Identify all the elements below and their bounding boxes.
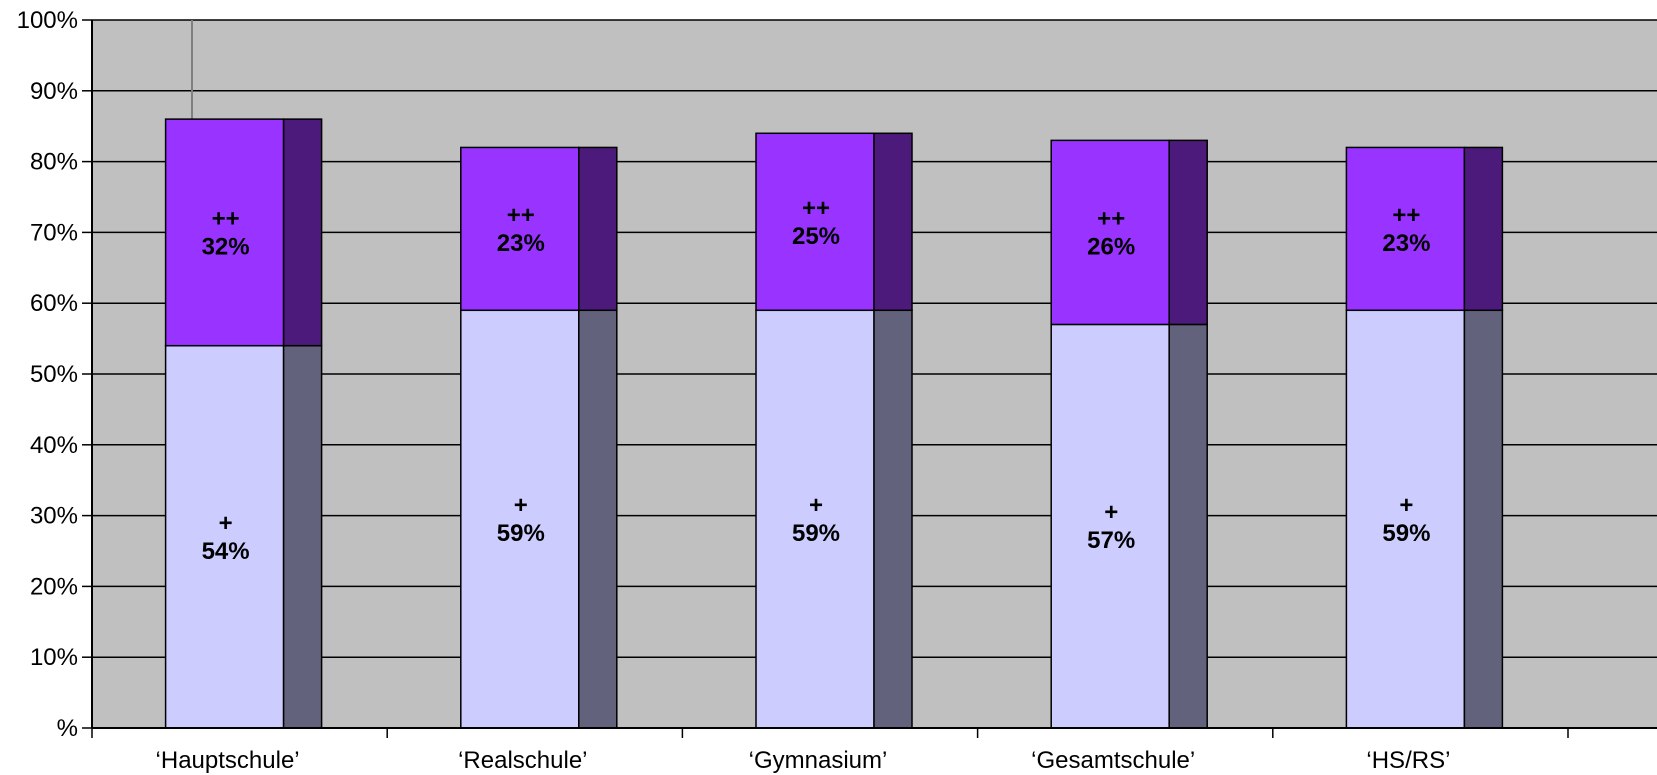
bar-segment-side: [578, 146, 618, 312]
y-tick-label: 20%: [30, 573, 78, 600]
y-tick-label: 70%: [30, 219, 78, 246]
y-axis-ticks: % 10% 20% 30% 40% 50% 60% 70% 80% 90% 100%: [17, 7, 92, 742]
bar-segment: [1050, 139, 1170, 326]
data-label: 32%: [202, 233, 250, 260]
segment-key-label: +: [1399, 492, 1413, 519]
bar-segment: [755, 309, 875, 729]
bar-segment: [1050, 323, 1170, 729]
y-tick-label: 50%: [30, 361, 78, 388]
bar-segment-side: [578, 309, 618, 729]
bar-segment: [164, 118, 285, 347]
bar-segment-side: [873, 309, 913, 729]
y-tick-label: 60%: [30, 290, 78, 317]
segment-key-label: ++: [1392, 202, 1420, 229]
bar-segment-side: [873, 132, 913, 312]
y-tick-label: 80%: [30, 149, 78, 176]
bar-segment-side: [282, 118, 323, 347]
bar-segment-side: [1463, 146, 1504, 312]
data-label: 23%: [497, 230, 545, 257]
y-tick-label: 90%: [30, 78, 78, 105]
x-tick-label: ‘Gesamtschule’: [1031, 747, 1195, 774]
segment-key-label: ++: [507, 202, 535, 229]
bar-stack: +59% ++23%: [460, 146, 618, 729]
bar-segment: [460, 146, 580, 312]
segment-key-label: +: [809, 492, 823, 519]
y-tick-label: 40%: [30, 432, 78, 459]
segment-key-label: +: [514, 492, 528, 519]
bar-stack: +54% ++32%: [164, 118, 323, 729]
y-tick-label: 10%: [30, 644, 78, 671]
segment-key-label: +: [1104, 499, 1118, 526]
bar-segment: [755, 132, 875, 312]
bar-segment: [1345, 146, 1466, 312]
bar-segment-side: [1463, 309, 1504, 729]
bar-segment: [1345, 309, 1466, 729]
bar-segment-side: [282, 344, 323, 729]
bar-segment-side: [1168, 323, 1208, 729]
data-label: 26%: [1087, 233, 1135, 260]
x-tick-label: ‘HS/RS’: [1366, 747, 1450, 774]
data-label: 59%: [1382, 520, 1430, 547]
bar-stack: +57% ++26%: [1050, 139, 1208, 729]
segment-key-label: ++: [802, 195, 830, 222]
y-tick-label: 30%: [30, 503, 78, 530]
x-axis-categories: ‘Hauptschule’ ‘Realschule’ ‘Gymnasium’ ‘Ges…: [156, 747, 1451, 774]
bar-segment: [460, 309, 580, 729]
x-tick-label: ‘Gymnasium’: [749, 747, 888, 774]
x-tick-label: ‘Hauptschule’: [156, 747, 300, 774]
segment-key-label: ++: [1097, 205, 1125, 232]
x-tick-label: ‘Realschule’: [458, 747, 587, 774]
data-label: 25%: [792, 223, 840, 250]
segment-key-label: ++: [212, 205, 240, 232]
segment-key-label: +: [219, 510, 233, 537]
bar-segment-side: [1168, 139, 1208, 326]
y-tick-label: %: [57, 715, 78, 742]
bar-stack: +59% ++25%: [755, 132, 913, 729]
data-label: 59%: [792, 520, 840, 547]
data-label: 57%: [1087, 527, 1135, 554]
y-tick-label: 100%: [17, 7, 78, 34]
data-label: 23%: [1382, 230, 1430, 257]
data-label: 59%: [497, 520, 545, 547]
bars: +54%++32%+59%++23%+59%++25%+57%++26%+59%…: [164, 118, 1504, 729]
bar-stack: +59% ++23%: [1345, 146, 1504, 729]
data-label: 54%: [202, 538, 250, 565]
